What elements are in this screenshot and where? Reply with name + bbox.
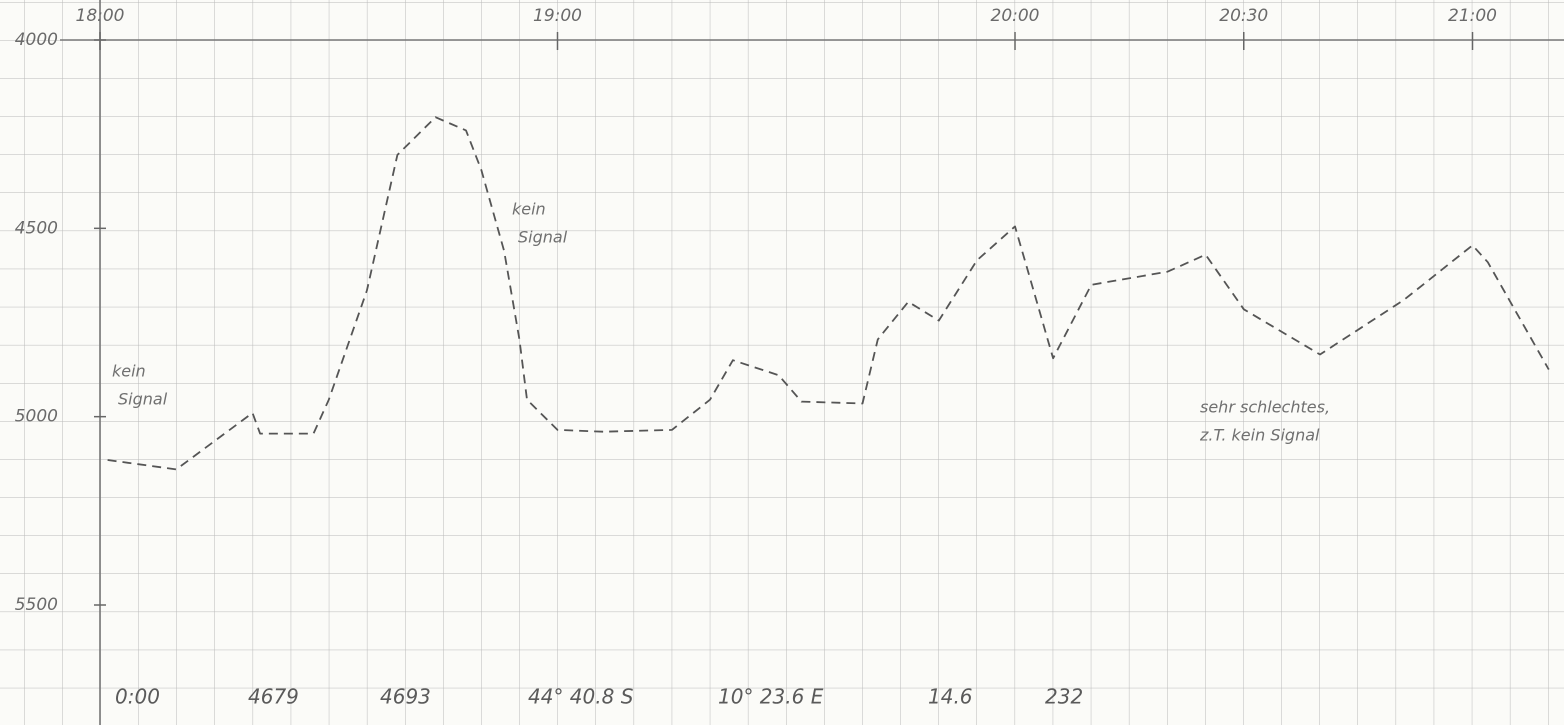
annotation: kein bbox=[512, 200, 546, 219]
footer-note: 0:00 bbox=[115, 685, 160, 709]
y-tick-label: 4000 bbox=[15, 30, 58, 50]
footer-note: 14.6 bbox=[928, 685, 973, 709]
x-tick-label: 21:00 bbox=[1448, 6, 1497, 26]
footer-note: 4679 bbox=[248, 685, 299, 709]
footer-note: 4693 bbox=[380, 685, 431, 709]
annotation: kein bbox=[112, 362, 146, 381]
footer-note: 232 bbox=[1045, 685, 1083, 709]
annotation: sehr schlechtes, bbox=[1200, 398, 1330, 417]
footer-note: 10° 23.6 E bbox=[718, 685, 824, 709]
footer-note: 44° 40.8 S bbox=[528, 685, 634, 709]
x-tick-label: 20:00 bbox=[991, 6, 1040, 26]
y-tick-label: 5000 bbox=[15, 407, 58, 427]
annotation: Signal bbox=[518, 228, 568, 247]
annotation: Signal bbox=[118, 390, 168, 409]
x-tick-label: 20:30 bbox=[1219, 6, 1268, 26]
y-tick-label: 4500 bbox=[15, 218, 58, 238]
x-tick-label: 19:00 bbox=[533, 6, 582, 26]
x-tick-label: 18:00 bbox=[76, 6, 125, 26]
annotation: z.T. kein Signal bbox=[1199, 426, 1320, 445]
y-tick-label: 5500 bbox=[15, 595, 58, 615]
data-line bbox=[107, 116, 1550, 471]
